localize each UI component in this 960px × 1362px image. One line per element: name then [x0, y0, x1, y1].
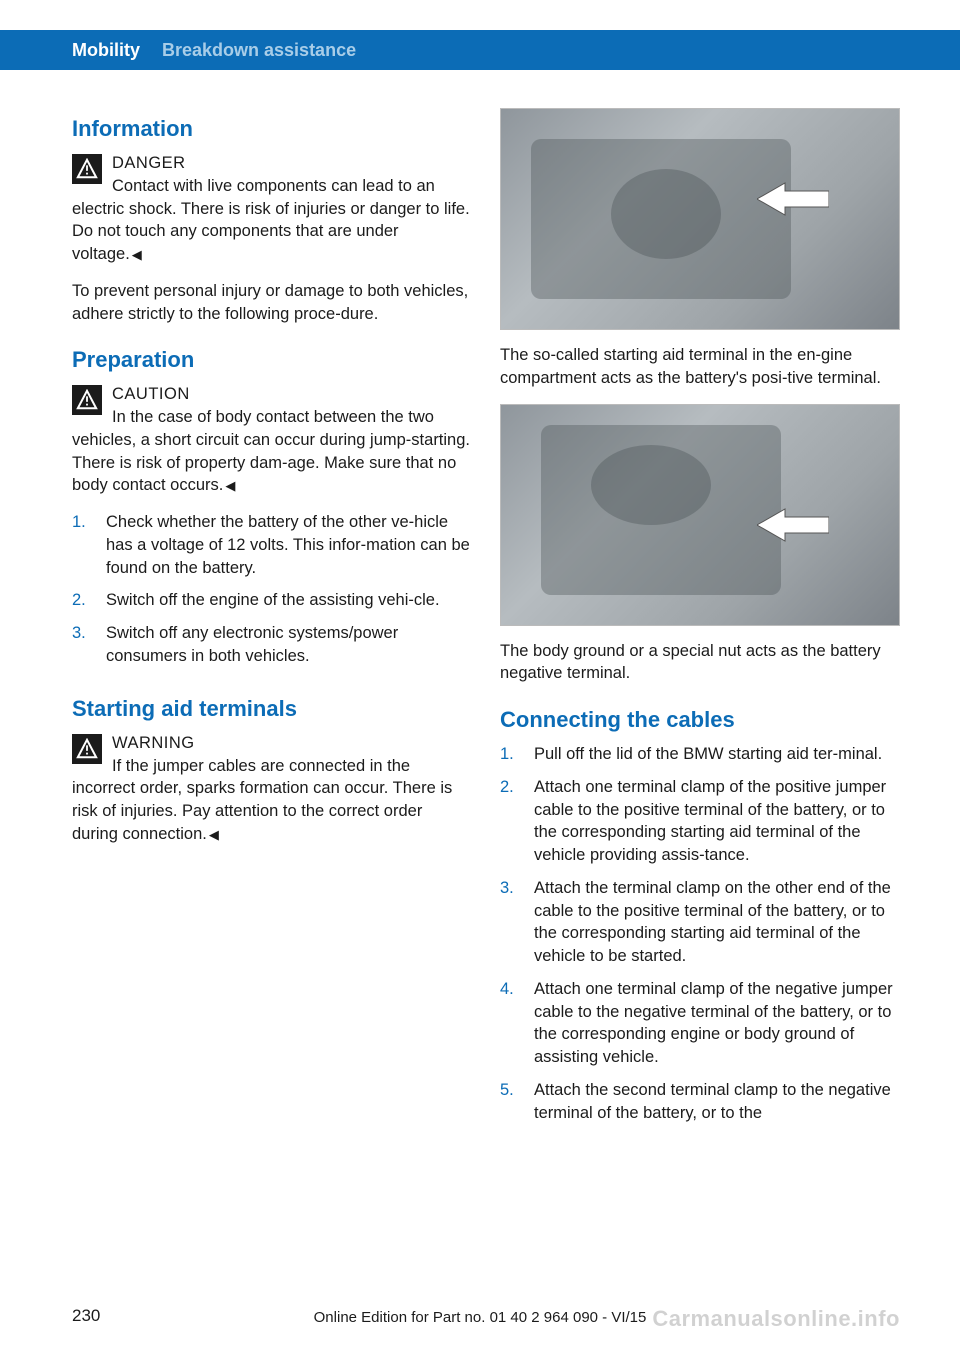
warning-icon [72, 734, 102, 764]
connecting-steps: 1. Pull off the lid of the BMW starting a… [500, 743, 900, 1134]
step-text: Switch off any electronic systems/power … [106, 622, 472, 668]
preparation-steps: 1.Check whether the battery of the other… [72, 511, 472, 678]
step-number: 2. [72, 589, 92, 612]
step-text: Pull off the lid of the BMW starting aid… [534, 743, 900, 766]
left-column: Information DANGER Contact with live com… [72, 108, 472, 1282]
list-item: 4.Attach one terminal clamp of the negat… [500, 978, 900, 1069]
caution-label: CAUTION [72, 383, 472, 406]
list-item: 3. Switch off any electronic systems/powe… [72, 622, 472, 668]
danger-icon [72, 154, 102, 184]
step-text: Attach the terminal clamp on the other e… [534, 877, 900, 968]
warning-label: WARNING [72, 732, 472, 755]
step-text: Attach one terminal clamp of the negativ… [534, 978, 900, 1069]
figure2-caption: The body ground or a special nut acts as… [500, 640, 900, 686]
right-column: The so-called starting aid terminal in t… [500, 108, 900, 1282]
figure-positive-terminal [500, 108, 900, 330]
step-number: 3. [72, 622, 92, 668]
header-bar: Mobility Breakdown assistance [0, 30, 960, 70]
heading-terminals: Starting aid terminals [72, 696, 472, 722]
list-item: 2. Switch off the engine of the assisting… [72, 589, 472, 612]
danger-body: Contact with live components can lead to… [72, 177, 470, 263]
watermark: Carmanualsonline.info [652, 1306, 900, 1332]
page: Mobility Breakdown assistance Informatio… [0, 0, 960, 1362]
step-text: Attach one terminal clamp of the positiv… [534, 776, 900, 867]
heading-connecting: Connecting the cables [500, 707, 900, 733]
warning-body: If the jumper cables are connected in th… [72, 757, 452, 843]
heading-information: Information [72, 116, 472, 142]
step-text: Attach the second terminal clamp to the … [534, 1079, 900, 1125]
list-item: 5. Attach the second terminal clamp to th… [500, 1079, 900, 1125]
warning-text-block: WARNING If the jumper cables are connect… [72, 732, 472, 846]
step-number: 1. [500, 743, 520, 766]
content-area: Information DANGER Contact with live com… [72, 108, 900, 1282]
danger-text-block: DANGER Contact with live components can … [72, 152, 472, 266]
information-para: To prevent personal injury or damage to … [72, 280, 472, 326]
figure-negative-terminal [500, 404, 900, 626]
list-item: 1.Check whether the battery of the other… [72, 511, 472, 579]
list-item: 3.Attach the terminal clamp on the other… [500, 877, 900, 968]
danger-label: DANGER [72, 152, 472, 175]
caution-text-block: CAUTION In the case of body contact betw… [72, 383, 472, 497]
step-number: 1. [72, 511, 92, 579]
step-text: Switch off the engine of the assisting v… [106, 589, 472, 612]
caution-notice: CAUTION In the case of body contact betw… [72, 383, 472, 497]
step-number: 5. [500, 1079, 520, 1125]
header-chapter: Mobility [72, 40, 140, 61]
list-item: 1. Pull off the lid of the BMW starting a… [500, 743, 900, 766]
caution-body: In the case of body contact between the … [72, 408, 470, 494]
heading-preparation: Preparation [72, 347, 472, 373]
warning-notice: WARNING If the jumper cables are connect… [72, 732, 472, 846]
step-number: 2. [500, 776, 520, 867]
header-section: Breakdown assistance [162, 40, 356, 61]
figure1-caption: The so-called starting aid terminal in t… [500, 344, 900, 390]
step-number: 4. [500, 978, 520, 1069]
step-number: 3. [500, 877, 520, 968]
list-item: 2.Attach one terminal clamp of the posit… [500, 776, 900, 867]
caution-icon [72, 385, 102, 415]
danger-notice: DANGER Contact with live components can … [72, 152, 472, 266]
step-text: Check whether the battery of the other v… [106, 511, 472, 579]
